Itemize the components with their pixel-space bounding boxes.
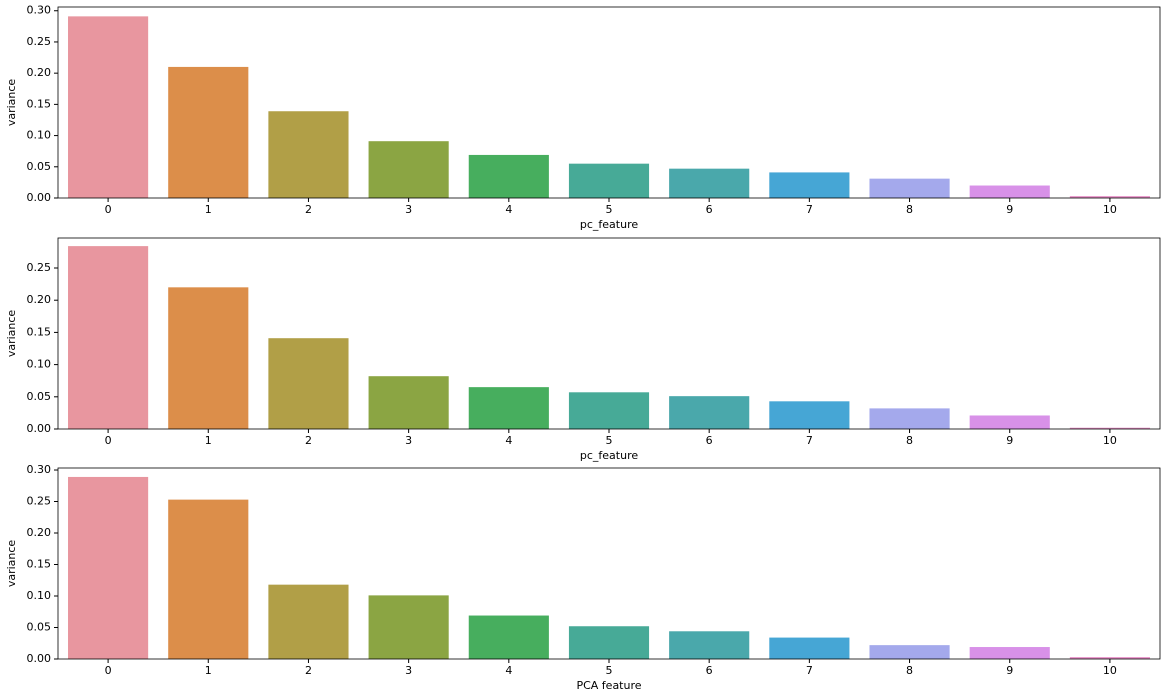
x-tick-label: 10 [1103, 434, 1117, 447]
y-tick-label: 0.05 [27, 390, 52, 403]
axes-frame [57, 237, 1161, 430]
bar [1069, 657, 1150, 659]
y-tick-label: 0.00 [27, 652, 52, 665]
bar [268, 338, 349, 429]
x-axis-label: PCA feature [576, 679, 641, 692]
bar [568, 626, 650, 659]
y-tick-label: 0.10 [27, 358, 52, 371]
x-tick-label: 6 [706, 664, 713, 677]
x-tick-label: 8 [906, 664, 913, 677]
y-axis-label: variance [5, 540, 18, 588]
bar [669, 631, 750, 659]
bar [268, 584, 349, 659]
x-tick-label: 2 [305, 434, 312, 447]
x-tick-label: 7 [806, 434, 813, 447]
x-tick-label: 1 [205, 434, 212, 447]
y-tick-label: 0.10 [27, 589, 52, 602]
x-axis-label: pc_feature [580, 449, 638, 462]
x-tick-label: 2 [305, 664, 312, 677]
x-tick-label: 4 [505, 203, 512, 216]
x-tick-label: 2 [305, 203, 312, 216]
bar [769, 172, 850, 198]
bar [68, 16, 149, 198]
bar [1069, 427, 1150, 429]
x-axis-label: pc_feature [580, 218, 638, 231]
y-axis-label: variance [5, 79, 18, 127]
bar [869, 178, 950, 198]
x-tick-label: 4 [505, 664, 512, 677]
x-tick-label: 1 [205, 664, 212, 677]
x-tick-label: 8 [906, 434, 913, 447]
y-tick-label: 0.15 [27, 558, 52, 571]
y-tick-label: 0.05 [27, 621, 52, 634]
y-tick-label: 0.20 [27, 66, 52, 79]
bar [769, 401, 850, 429]
bar [368, 595, 449, 659]
axes-frame [57, 6, 1161, 199]
bar [168, 66, 249, 198]
y-tick-label: 0.10 [27, 129, 52, 142]
x-tick-label: 6 [706, 434, 713, 447]
bar [68, 476, 149, 659]
bar [468, 154, 549, 198]
y-tick-label: 0.30 [27, 4, 52, 17]
x-tick-label: 1 [205, 203, 212, 216]
x-tick-label: 0 [105, 664, 112, 677]
x-tick-label: 3 [405, 203, 412, 216]
bar [568, 163, 650, 198]
bar [669, 396, 750, 429]
bar [769, 637, 850, 659]
y-axis-label: variance [5, 310, 18, 358]
x-tick-label: 9 [1006, 664, 1013, 677]
bar [969, 185, 1050, 198]
y-tick-label: 0.00 [27, 191, 52, 204]
bar [1069, 196, 1150, 198]
bar [268, 111, 349, 198]
y-tick-label: 0.20 [27, 526, 52, 539]
x-tick-label: 5 [606, 203, 613, 216]
x-tick-label: 0 [105, 203, 112, 216]
bar [869, 408, 950, 429]
x-tick-label: 7 [806, 664, 813, 677]
y-tick-label: 0.25 [27, 35, 52, 48]
x-tick-label: 10 [1103, 664, 1117, 677]
bar [669, 168, 750, 198]
bar [468, 615, 549, 659]
bar [68, 246, 149, 429]
bar [368, 376, 449, 429]
x-tick-label: 10 [1103, 203, 1117, 216]
x-tick-label: 4 [505, 434, 512, 447]
bar [969, 415, 1050, 429]
bar [568, 392, 650, 429]
x-tick-label: 5 [606, 434, 613, 447]
bar [468, 387, 549, 429]
x-tick-label: 0 [105, 434, 112, 447]
bar [168, 287, 249, 429]
y-tick-label: 0.00 [27, 422, 52, 435]
x-tick-label: 3 [405, 434, 412, 447]
x-tick-label: 9 [1006, 434, 1013, 447]
x-tick-label: 9 [1006, 203, 1013, 216]
bar [869, 645, 950, 659]
bar [368, 141, 449, 198]
axes-frame [57, 467, 1161, 660]
y-tick-label: 0.15 [27, 325, 52, 338]
y-tick-label: 0.25 [27, 261, 52, 274]
x-tick-label: 3 [405, 664, 412, 677]
x-tick-label: 5 [606, 664, 613, 677]
y-tick-label: 0.15 [27, 97, 52, 110]
x-tick-label: 8 [906, 203, 913, 216]
x-tick-label: 7 [806, 203, 813, 216]
bar [168, 499, 249, 659]
y-tick-label: 0.05 [27, 160, 52, 173]
bar [969, 647, 1050, 659]
y-tick-label: 0.20 [27, 293, 52, 306]
y-tick-label: 0.30 [27, 463, 52, 476]
y-tick-label: 0.25 [27, 495, 52, 508]
x-tick-label: 6 [706, 203, 713, 216]
